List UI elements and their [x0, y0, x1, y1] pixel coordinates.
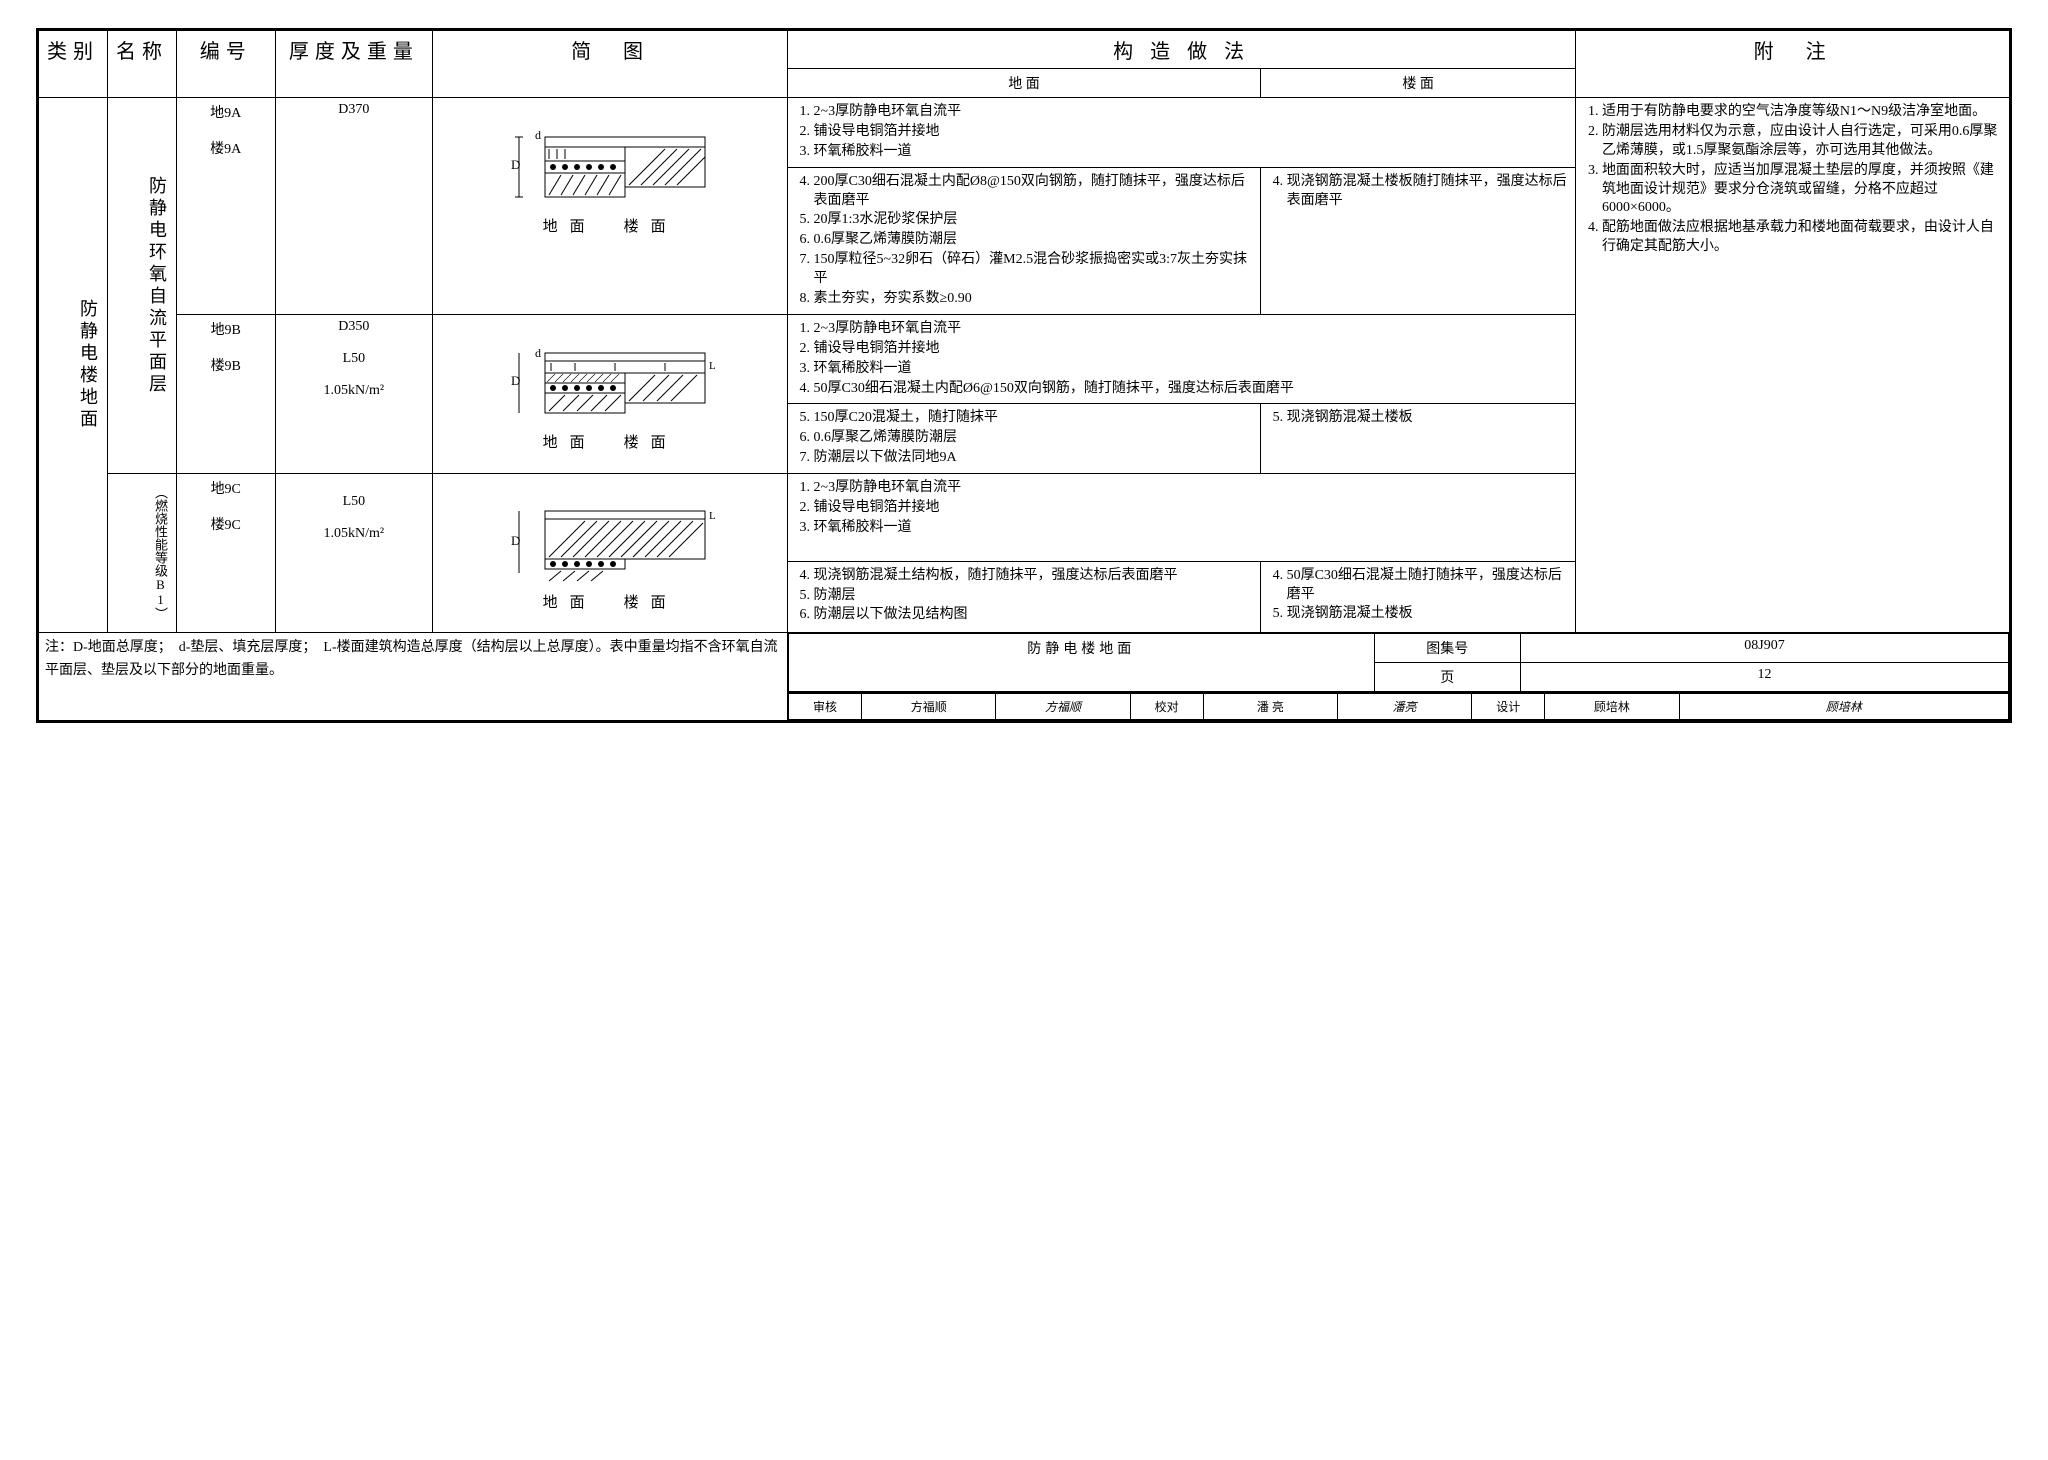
diagram-9b: D d L 地面 楼面: [433, 314, 788, 473]
footnote: 注：D-地面总厚度； d-垫层、填充层厚度； L-楼面建筑构造总厚度（结构层以上…: [39, 633, 788, 721]
step: 50厚C30细石混凝土内配Ø6@150双向钢筋，随打随抹平，强度达标后表面磨平: [814, 380, 1570, 399]
diagram-9c: D L 地面 楼面: [433, 474, 788, 633]
code-9c: 地9C 楼9C: [176, 474, 275, 633]
step: 防潮层以下做法同地9A: [814, 449, 1254, 468]
review-sign: 方福顺: [996, 694, 1130, 720]
step: 现浇钢筋混凝土楼板: [1287, 409, 1570, 428]
step: 铺设导电铜箔并接地: [814, 340, 1570, 359]
step: 200厚C30细石混凝土内配Ø8@150双向钢筋，随打随抹平，强度达标后表面磨平: [814, 173, 1254, 211]
ground-9a-bot: 200厚C30细石混凝土内配Ø8@150双向钢筋，随打随抹平，强度达标后表面磨平…: [787, 167, 1260, 314]
code-line: 地9B: [183, 319, 269, 339]
sheet-title: 防静电楼地面: [788, 634, 1374, 692]
thick-line: 1.05kN/m²: [282, 526, 427, 542]
step: 环氧稀胶料一道: [814, 519, 1570, 538]
step: 0.6厚聚乙烯薄膜防潮层: [814, 231, 1254, 250]
section-diagram: D L: [505, 495, 715, 585]
code-line: 地9C: [183, 478, 269, 498]
atlas-value: 08J907: [1520, 634, 2008, 663]
step: 150厚粒径5~32卵石（碎石）灌M2.5混合砂浆振捣密实或3:7灰土夯实抹平: [814, 251, 1254, 289]
thick-line: D350: [282, 319, 427, 335]
check-value: 潘 亮: [1203, 694, 1337, 720]
floor-9a: 现浇钢筋混凝土楼板随打随抹平，强度达标后表面磨平: [1260, 167, 1575, 314]
page-label: 页: [1374, 663, 1520, 692]
col-thickness: 厚度及重量: [275, 31, 433, 98]
review-value: 方福顺: [862, 694, 996, 720]
step: 0.6厚聚乙烯薄膜防潮层: [814, 429, 1254, 448]
step: 20厚1:3水泥砂浆保护层: [814, 211, 1254, 230]
col-ground: 地 面: [787, 69, 1260, 98]
svg-text:d: d: [535, 128, 541, 142]
section-diagram: D d: [505, 119, 715, 209]
name-sub-cell: （燃烧性能等级B1）: [107, 474, 176, 633]
col-code: 编号: [176, 31, 275, 98]
ground-9a-top: 2~3厚防静电环氧自流平 铺设导电铜箔并接地 环氧稀胶料一道: [787, 98, 1575, 168]
review-label: 审核: [788, 694, 861, 720]
diagram-label: 地面 楼面: [543, 431, 678, 452]
floor-9c: 50厚C30细石混凝土随打随抹平，强度达标后磨平 现浇钢筋混凝土楼板: [1260, 561, 1575, 633]
step: 素土夯实，夯实系数≥0.90: [814, 290, 1254, 309]
category-cell: 防静电楼地面: [39, 98, 108, 633]
step: 铺设导电铜箔并接地: [814, 499, 1570, 518]
design-sign: 顾培林: [1679, 694, 2008, 720]
note: 防潮层选用材料仅为示意，应由设计人自行选定，可采用0.6厚聚乙烯薄膜，或1.5厚…: [1602, 123, 2003, 161]
step: 现浇钢筋混凝土结构板，随打随抹平，强度达标后表面磨平: [814, 567, 1254, 586]
thick-line: L50: [282, 351, 427, 367]
diagram-label: 地面 楼面: [543, 591, 678, 612]
diagram-label: 地面 楼面: [543, 215, 678, 236]
thick-line: L50: [282, 494, 427, 510]
ground-9c-top: 2~3厚防静电环氧自流平 铺设导电铜箔并接地 环氧稀胶料一道: [787, 474, 1575, 562]
thick-9c: L50 1.05kN/m²: [275, 474, 433, 633]
code-line: 楼9B: [183, 355, 269, 375]
atlas-label: 图集号: [1374, 634, 1520, 663]
col-diagram: 简 图: [433, 31, 788, 98]
col-notes: 附 注: [1576, 31, 2010, 98]
step: 现浇钢筋混凝土楼板: [1287, 605, 1570, 624]
design-value: 顾培林: [1545, 694, 1679, 720]
note: 适用于有防静电要求的空气洁净度等级N1～N9级洁净室地面。: [1602, 103, 2003, 122]
step: 50厚C30细石混凝土随打随抹平，强度达标后磨平: [1287, 567, 1570, 605]
step: 2~3厚防静电环氧自流平: [814, 320, 1570, 339]
code-9b: 地9B 楼9B: [176, 314, 275, 473]
step: 防潮层: [814, 587, 1254, 606]
thick-9a: D370: [275, 98, 433, 315]
check-sign: 潘亮: [1337, 694, 1471, 720]
step: 现浇钢筋混凝土楼板随打随抹平，强度达标后表面磨平: [1287, 173, 1570, 211]
thick-line: D370: [282, 102, 427, 118]
ground-9c-bot: 现浇钢筋混凝土结构板，随打随抹平，强度达标后表面磨平 防潮层 防潮层以下做法见结…: [787, 561, 1260, 633]
step: 铺设导电铜箔并接地: [814, 123, 1570, 142]
name-main-cell: 防静电环氧自流平面层: [107, 98, 176, 474]
spec-table: 类别 名称 编号 厚度及重量 简 图 构 造 做 法 附 注 地 面 楼 面 防…: [38, 30, 2010, 721]
col-floor: 楼 面: [1260, 69, 1575, 98]
floor-9b: 现浇钢筋混凝土楼板: [1260, 404, 1575, 474]
notes-cell: 适用于有防静电要求的空气洁净度等级N1～N9级洁净室地面。 防潮层选用材料仅为示…: [1576, 98, 2010, 633]
thick-9b: D350 L50 1.05kN/m²: [275, 314, 433, 473]
design-label: 设计: [1472, 694, 1545, 720]
step: 150厚C20混凝土，随打随抹平: [814, 409, 1254, 428]
note: 配筋地面做法应根据地基承载力和楼地面荷载要求，由设计人自行确定其配筋大小。: [1602, 219, 2003, 257]
step: 环氧稀胶料一道: [814, 360, 1570, 379]
step: 2~3厚防静电环氧自流平: [814, 103, 1570, 122]
diagram-9a: D d 地面 楼面: [433, 98, 788, 315]
ground-9b-top: 2~3厚防静电环氧自流平 铺设导电铜箔并接地 环氧稀胶料一道 50厚C30细石混…: [787, 314, 1575, 404]
step: 防潮层以下做法见结构图: [814, 606, 1254, 625]
thick-line: 1.05kN/m²: [282, 383, 427, 399]
ground-9b-bot: 150厚C20混凝土，随打随抹平 0.6厚聚乙烯薄膜防潮层 防潮层以下做法同地9…: [787, 404, 1260, 474]
col-category: 类别: [39, 31, 108, 98]
col-name: 名称: [107, 31, 176, 98]
code-9a: 地9A 楼9A: [176, 98, 275, 315]
svg-text:L: L: [709, 360, 715, 372]
section-diagram: D d L: [505, 335, 715, 425]
page-value: 12: [1520, 663, 2008, 692]
svg-text:d: d: [535, 346, 541, 360]
code-line: 地9A: [183, 102, 269, 122]
note: 地面面积较大时，应适当加厚混凝土垫层的厚度，并须按照《建筑地面设计规范》要求分仓…: [1602, 162, 2003, 219]
svg-text:L: L: [709, 510, 715, 522]
step: 环氧稀胶料一道: [814, 143, 1570, 162]
code-line: 楼9C: [183, 514, 269, 534]
code-line: 楼9A: [183, 138, 269, 158]
check-label: 校对: [1130, 694, 1203, 720]
step: 2~3厚防静电环氧自流平: [814, 479, 1570, 498]
col-method: 构 造 做 法: [787, 31, 1575, 69]
